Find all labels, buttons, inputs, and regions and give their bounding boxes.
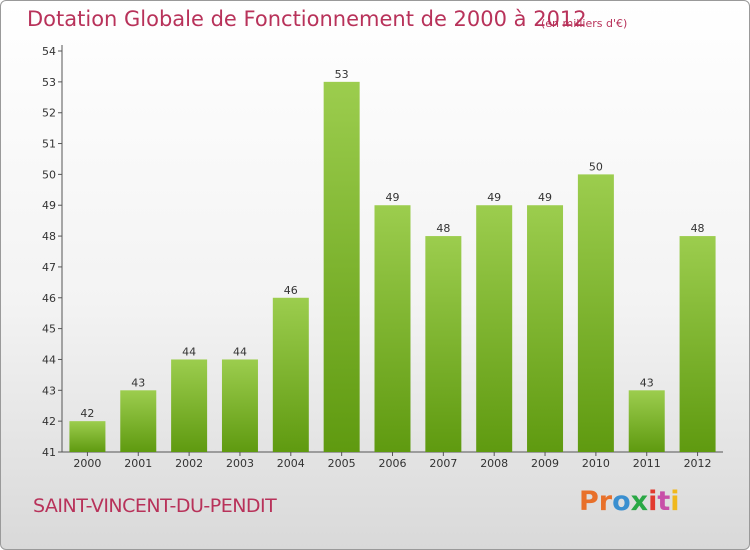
- bar-value-label: 46: [284, 284, 298, 297]
- bar-value-label: 49: [538, 191, 552, 204]
- bar-2004: [272, 297, 309, 452]
- bar-value-label: 42: [80, 407, 94, 420]
- x-tick-label: 2009: [531, 457, 559, 470]
- bar-2011: [628, 390, 665, 452]
- bar-2010: [577, 174, 614, 452]
- bar-2000: [69, 421, 106, 452]
- y-tick-label: 53: [42, 76, 56, 89]
- logo-part: x: [630, 486, 649, 517]
- bar-value-label: 44: [182, 345, 196, 358]
- y-tick-label: 47: [42, 261, 56, 274]
- x-tick-label: 2003: [226, 457, 254, 470]
- x-tick-label: 2002: [175, 457, 203, 470]
- bar-2012: [679, 236, 716, 452]
- y-tick-label: 49: [42, 199, 56, 212]
- bar-value-label: 49: [487, 191, 501, 204]
- commune-name: SAINT-VINCENT-DU-PENDIT: [33, 495, 277, 517]
- y-tick-label: 43: [42, 384, 56, 397]
- y-tick-label: 48: [42, 230, 56, 243]
- bar-2002: [171, 359, 208, 452]
- y-tick-label: 46: [42, 292, 56, 305]
- logo-part: i: [648, 486, 658, 517]
- x-tick-label: 2000: [73, 457, 101, 470]
- logo-part: t: [657, 486, 671, 517]
- logo-part: o: [612, 486, 631, 517]
- y-tick-label: 51: [42, 138, 56, 151]
- y-tick-label: 42: [42, 415, 56, 428]
- bar-2007: [425, 236, 462, 452]
- x-tick-label: 2008: [480, 457, 508, 470]
- chart-title: Dotation Globale de Fonctionnement de 20…: [27, 7, 587, 31]
- y-tick-label: 41: [42, 446, 56, 459]
- logo-part: Pr: [579, 486, 613, 517]
- y-tick-label: 54: [42, 45, 56, 58]
- x-tick-label: 2011: [633, 457, 661, 470]
- x-tick-label: 2001: [124, 457, 152, 470]
- bar-value-label: 50: [589, 160, 603, 173]
- bar-value-label: 43: [640, 376, 654, 389]
- y-tick-label: 44: [42, 353, 56, 366]
- x-tick-label: 2004: [277, 457, 305, 470]
- x-tick-label: 2005: [328, 457, 356, 470]
- bar-value-label: 49: [386, 191, 400, 204]
- x-tick-label: 2012: [684, 457, 712, 470]
- y-tick-label: 45: [42, 323, 56, 336]
- bar-value-label: 48: [436, 222, 450, 235]
- x-tick-label: 2007: [429, 457, 457, 470]
- y-tick-label: 50: [42, 168, 56, 181]
- bar-value-label: 48: [691, 222, 705, 235]
- proxiti-logo: Proxiti: [579, 486, 680, 517]
- bar-2005: [323, 81, 360, 452]
- bar-2001: [120, 390, 157, 452]
- bar-value-label: 43: [131, 376, 145, 389]
- bar-2006: [374, 205, 411, 452]
- bar-value-label: 44: [233, 345, 247, 358]
- bar-2008: [476, 205, 513, 452]
- x-tick-label: 2010: [582, 457, 610, 470]
- logo-part: i: [670, 486, 680, 517]
- x-tick-label: 2006: [379, 457, 407, 470]
- bar-2009: [527, 205, 564, 452]
- chart-subtitle: (en milliers d'€): [541, 17, 628, 30]
- y-tick-label: 52: [42, 107, 56, 120]
- bar-value-label: 53: [335, 68, 349, 81]
- bar-2003: [221, 359, 258, 452]
